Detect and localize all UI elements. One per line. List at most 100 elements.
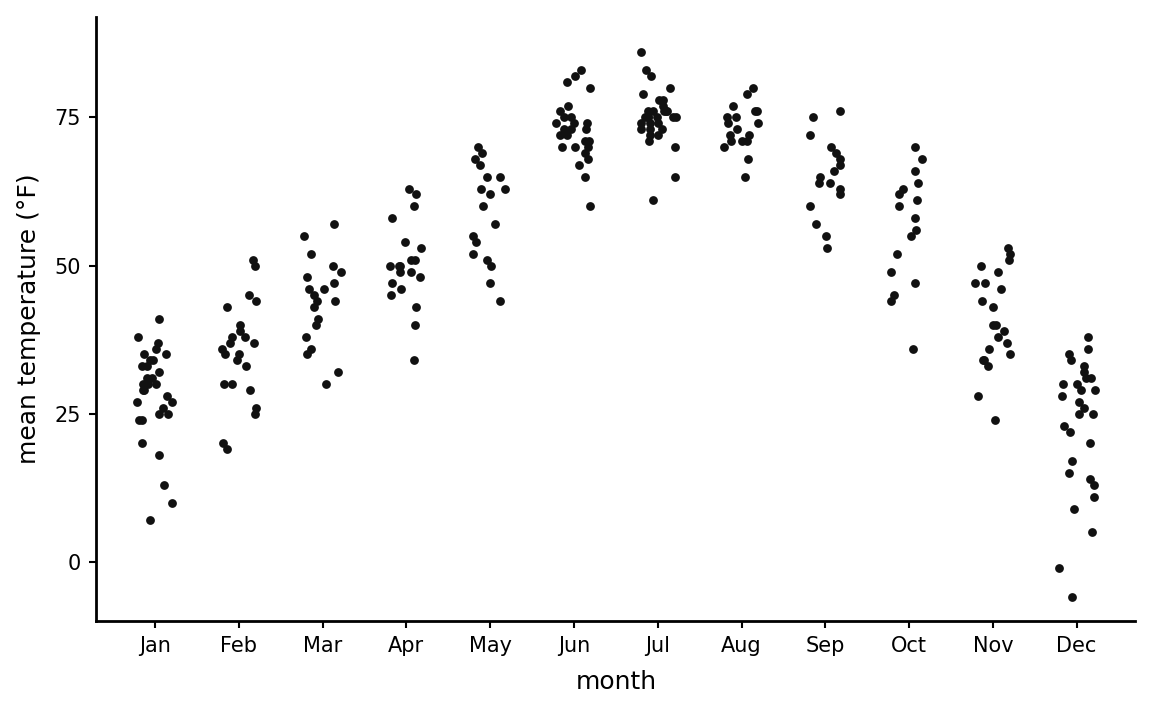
- Point: [831, 183, 849, 194]
- Point: [831, 153, 849, 164]
- Point: [324, 260, 342, 272]
- Point: [746, 106, 765, 117]
- Point: [1061, 426, 1079, 437]
- Point: [469, 141, 487, 153]
- Point: [227, 355, 245, 366]
- Point: [135, 385, 153, 396]
- Point: [241, 385, 259, 396]
- Point: [821, 141, 840, 153]
- Point: [138, 373, 157, 384]
- Point: [482, 189, 500, 201]
- Point: [144, 355, 162, 366]
- Point: [244, 337, 263, 348]
- Point: [302, 343, 320, 354]
- Point: [384, 213, 402, 224]
- Point: [653, 100, 672, 111]
- Point: [473, 147, 492, 159]
- Point: [305, 289, 324, 301]
- Point: [162, 497, 181, 508]
- Point: [811, 171, 829, 182]
- Point: [909, 177, 927, 188]
- Point: [406, 254, 424, 265]
- Point: [141, 355, 159, 366]
- Point: [146, 378, 165, 390]
- Point: [478, 254, 497, 265]
- Point: [134, 438, 152, 449]
- Point: [325, 278, 343, 289]
- Point: [810, 177, 828, 188]
- Point: [215, 349, 234, 360]
- Point: [164, 396, 182, 407]
- Point: [969, 390, 987, 402]
- Point: [972, 296, 991, 307]
- Point: [967, 278, 985, 289]
- Point: [142, 515, 160, 526]
- Point: [639, 112, 658, 123]
- Point: [719, 117, 737, 129]
- Point: [129, 414, 147, 425]
- Point: [664, 112, 682, 123]
- Point: [491, 171, 509, 182]
- Point: [1085, 385, 1104, 396]
- Point: [1085, 491, 1104, 503]
- Point: [302, 248, 320, 260]
- Point: [1079, 343, 1098, 354]
- Point: [644, 195, 662, 206]
- Point: [1075, 367, 1093, 378]
- Point: [221, 337, 240, 348]
- Point: [305, 301, 324, 313]
- Point: [748, 106, 766, 117]
- Point: [737, 135, 756, 146]
- Point: [478, 171, 497, 182]
- Point: [497, 183, 515, 194]
- Point: [817, 230, 835, 242]
- Point: [1062, 592, 1081, 603]
- Point: [1069, 408, 1087, 419]
- Point: [411, 242, 430, 254]
- Point: [975, 355, 993, 366]
- Point: [463, 230, 482, 242]
- Point: [218, 444, 236, 455]
- Point: [1049, 562, 1068, 574]
- Point: [551, 106, 569, 117]
- Point: [1062, 355, 1081, 366]
- Point: [396, 236, 415, 247]
- Point: [727, 112, 745, 123]
- Point: [295, 230, 313, 242]
- Point: [559, 76, 577, 87]
- Point: [904, 343, 923, 354]
- Point: [491, 296, 509, 307]
- Point: [465, 153, 484, 164]
- Point: [831, 159, 849, 171]
- Point: [546, 117, 564, 129]
- Point: [559, 100, 577, 111]
- Point: [314, 284, 333, 295]
- Point: [1060, 467, 1078, 479]
- Point: [579, 135, 598, 146]
- Point: [653, 94, 672, 105]
- Point: [566, 117, 584, 129]
- Point: [576, 147, 594, 159]
- Point: [666, 171, 684, 182]
- Point: [1070, 396, 1089, 407]
- Point: [329, 367, 348, 378]
- Point: [650, 94, 668, 105]
- Point: [150, 449, 168, 461]
- Point: [631, 124, 650, 135]
- Point: [153, 402, 172, 414]
- Point: [1053, 390, 1071, 402]
- Point: [736, 171, 755, 182]
- Point: [728, 124, 746, 135]
- Y-axis label: mean temperature (°F): mean temperature (°F): [16, 173, 40, 464]
- Point: [723, 100, 742, 111]
- Point: [553, 141, 571, 153]
- Point: [325, 218, 343, 230]
- Point: [407, 301, 425, 313]
- Point: [229, 349, 248, 360]
- Point: [566, 70, 584, 82]
- Point: [471, 183, 490, 194]
- Point: [979, 360, 998, 372]
- Point: [644, 106, 662, 117]
- Point: [402, 266, 420, 277]
- Point: [806, 218, 825, 230]
